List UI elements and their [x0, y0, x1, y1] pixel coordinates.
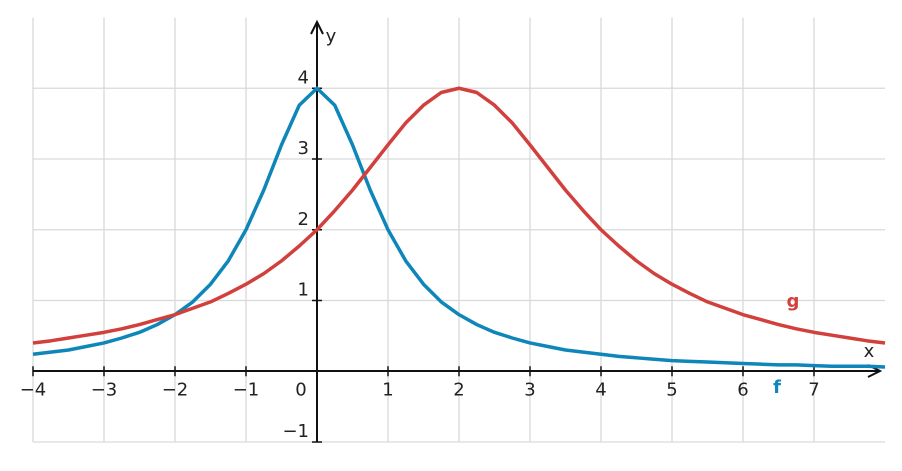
- series-label: g: [787, 291, 800, 312]
- y-tick-label: 2: [298, 209, 309, 230]
- y-axis-label: y: [326, 26, 337, 47]
- y-tick-label: −1: [282, 421, 309, 442]
- x-tick-label: 7: [808, 379, 819, 400]
- y-tick-label: 1: [298, 280, 309, 301]
- x-tick-label: 4: [595, 379, 606, 400]
- x-axis-label: x: [864, 341, 875, 362]
- x-tick-label: 3: [524, 379, 535, 400]
- x-tick-label: −4: [20, 379, 47, 400]
- y-tick-label: 3: [298, 138, 309, 159]
- x-tick-label: 5: [666, 379, 677, 400]
- x-tick-label: −1: [233, 379, 260, 400]
- x-tick-label: −2: [162, 379, 189, 400]
- x-tick-label: 1: [382, 379, 393, 400]
- x-tick-label: −3: [91, 379, 118, 400]
- y-tick-label: 4: [298, 67, 309, 88]
- x-tick-label: 2: [453, 379, 464, 400]
- series-line: [32, 86, 886, 345]
- x-tick-label: 0: [295, 379, 306, 400]
- x-tick-label: 6: [737, 379, 748, 400]
- series-label: f: [773, 377, 781, 398]
- y-axis-arrow: [310, 19, 324, 35]
